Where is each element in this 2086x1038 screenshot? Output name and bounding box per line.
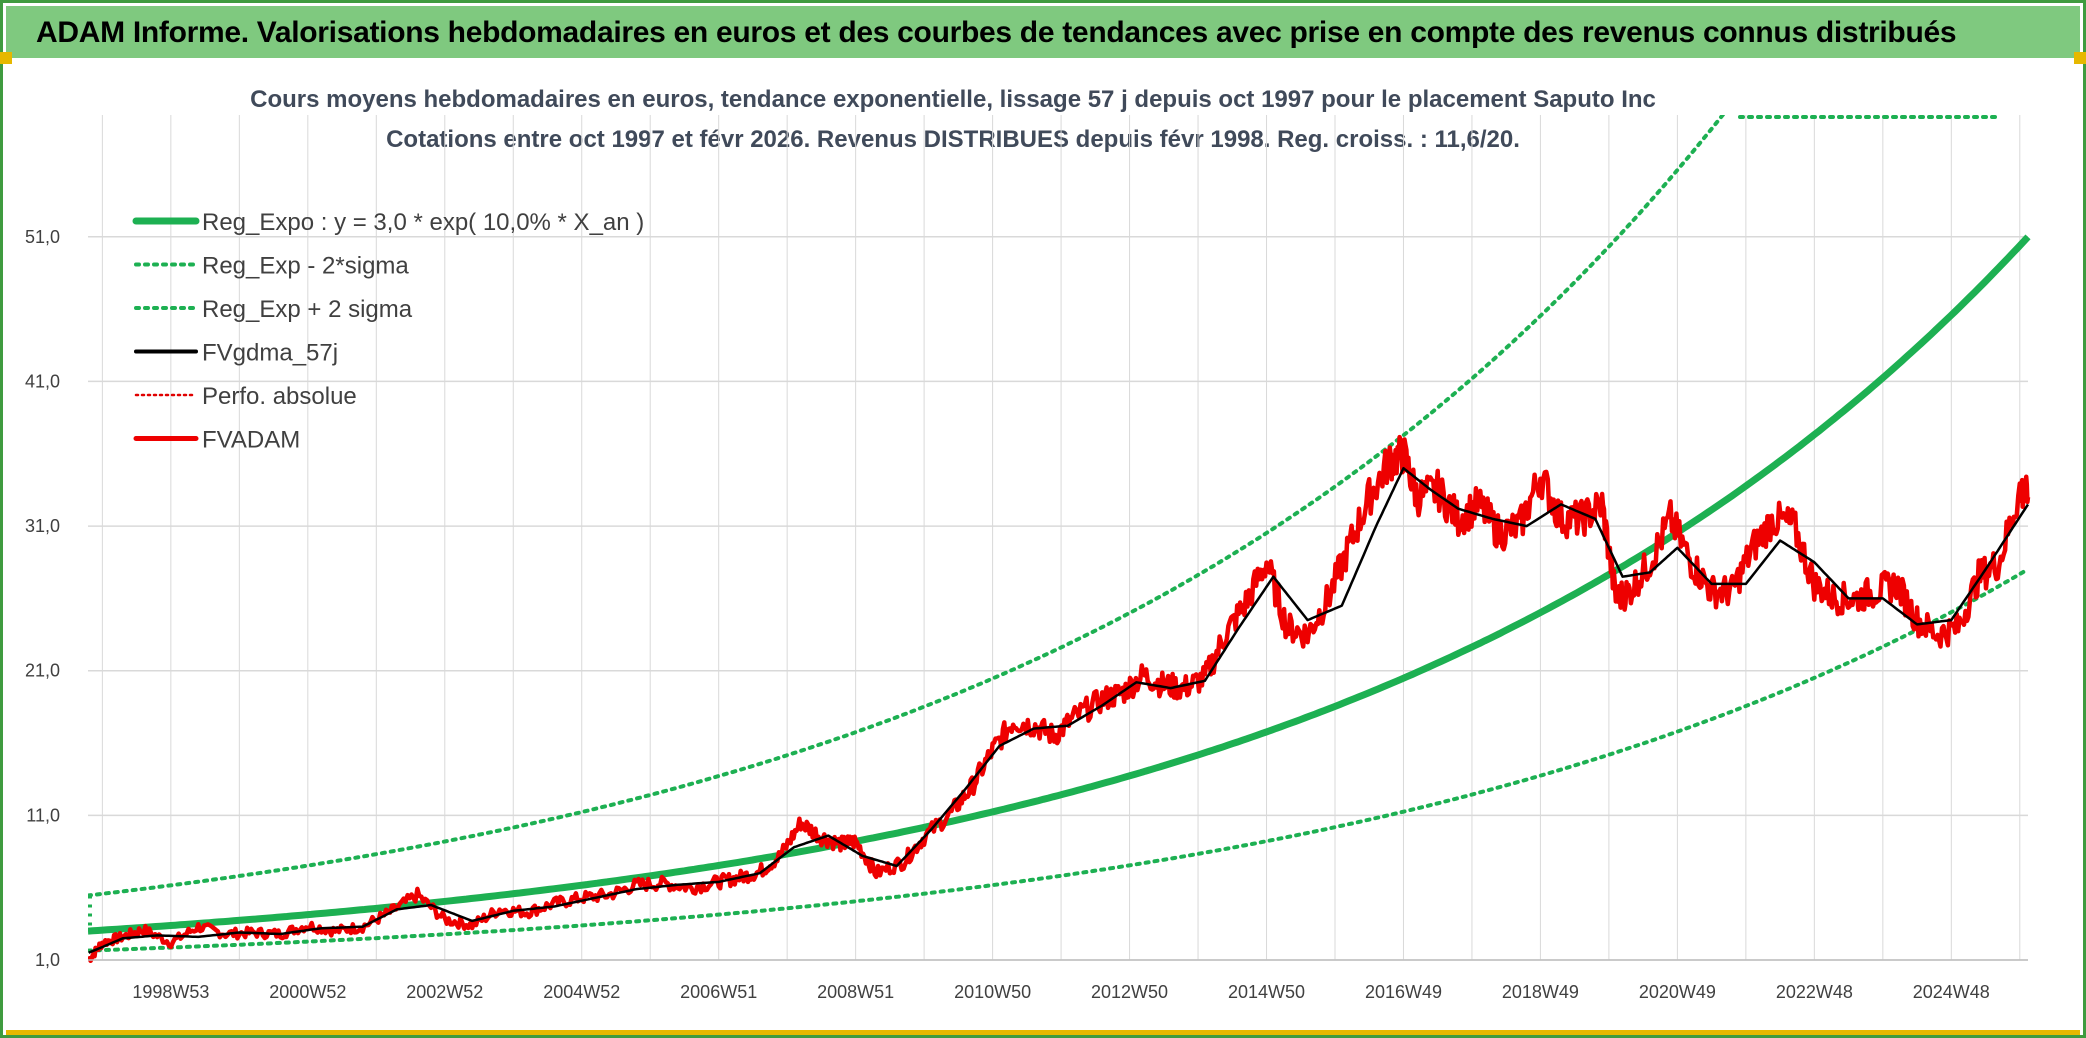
x-tick-label: 2008W51 bbox=[817, 982, 894, 1002]
x-tick-label: 2016W49 bbox=[1365, 982, 1442, 1002]
chart-title: Cours moyens hebdomadaires en euros, ten… bbox=[250, 86, 1656, 113]
bottom-bar bbox=[6, 1030, 2080, 1035]
chart-subtitle: Cotations entre oct 1997 et févr 2026. R… bbox=[386, 126, 1520, 153]
x-tick-label: 2010W50 bbox=[954, 982, 1031, 1002]
x-tick-label: 2022W48 bbox=[1776, 982, 1853, 1002]
series-layer bbox=[88, 115, 2031, 964]
series-fvgdma-57j bbox=[88, 466, 2030, 954]
legend-label: Perfo. absolue bbox=[202, 383, 357, 410]
x-tick-label: 1998W53 bbox=[132, 982, 209, 1002]
title-bar-corner-right bbox=[2074, 52, 2086, 64]
x-tick-label: 2024W48 bbox=[1913, 982, 1990, 1002]
series-fvadam bbox=[88, 434, 2031, 964]
series-reg-expo bbox=[88, 234, 2031, 935]
series-reg-exp-minus-2sigma bbox=[88, 567, 2030, 953]
page-title: ADAM Informe. Valorisations hebdomadaire… bbox=[36, 16, 1957, 49]
x-tick-label: 2014W50 bbox=[1228, 982, 1305, 1002]
x-tick-label: 2004W52 bbox=[543, 982, 620, 1002]
x-tick-label: 2000W52 bbox=[269, 982, 346, 1002]
series-reg-exp-plus-2sigma bbox=[88, 115, 1726, 898]
x-tick-label: 2018W49 bbox=[1502, 982, 1579, 1002]
legend-label: FVgdma_57j bbox=[202, 340, 338, 367]
y-tick-label: 1,0 bbox=[35, 950, 60, 970]
y-tick-label: 41,0 bbox=[25, 371, 60, 391]
y-tick-label: 31,0 bbox=[25, 516, 60, 536]
legend-label: FVADAM bbox=[202, 427, 300, 454]
legend-label: Reg_Exp - 2*sigma bbox=[202, 253, 409, 280]
x-tick-label: 2012W50 bbox=[1091, 982, 1168, 1002]
title-bar: ADAM Informe. Valorisations hebdomadaire… bbox=[0, 6, 2086, 64]
x-tick-label: 2020W49 bbox=[1639, 982, 1716, 1002]
y-tick-label: 11,0 bbox=[26, 805, 60, 825]
legend-label: Reg_Expo : y = 3,0 * exp( 10,0% * X_an ) bbox=[202, 209, 644, 236]
x-tick-label: 2006W51 bbox=[680, 982, 757, 1002]
grid bbox=[88, 115, 2028, 961]
y-tick-label: 21,0 bbox=[25, 661, 60, 681]
legend: Reg_Expo : y = 3,0 * exp( 10,0% * X_an )… bbox=[132, 209, 644, 454]
y-tick-label: 51,0 bbox=[25, 227, 60, 247]
axes: 1,0 11,0 21,0 31,0 41,0 51,0 1998W53 2000W52 200… bbox=[25, 227, 2028, 1002]
legend-label: Reg_Exp + 2 sigma bbox=[202, 296, 413, 323]
x-tick-label: 2002W52 bbox=[406, 982, 483, 1002]
title-bar-corner-left bbox=[0, 52, 12, 64]
